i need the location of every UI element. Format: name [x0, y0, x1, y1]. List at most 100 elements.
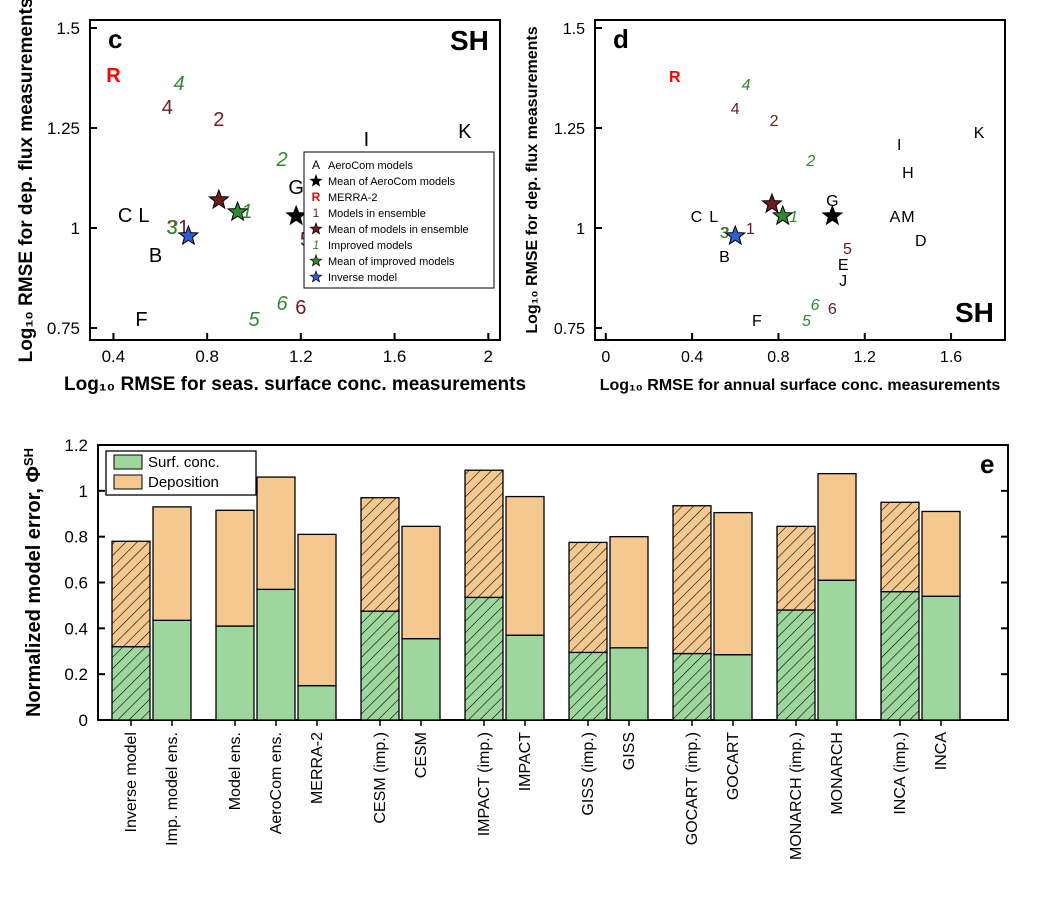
bar-dep — [818, 474, 856, 581]
ensemble-model-point: 2 — [213, 109, 224, 131]
bar-dep — [610, 537, 648, 648]
bar-category-label: Imp. model ens. — [164, 732, 181, 846]
bar-category-label: MONARCH — [829, 732, 846, 815]
bar-surf — [610, 648, 648, 720]
improved-model-point: 3 — [166, 217, 177, 239]
bar-category-label: GOCART (imp.) — [684, 732, 701, 845]
mean-star — [287, 206, 306, 224]
ensemble-model-point: 1 — [746, 221, 755, 238]
ensemble-model-point: 6 — [828, 301, 837, 318]
svg-text:1.6: 1.6 — [940, 349, 962, 366]
bar-dep — [465, 470, 503, 597]
figure-svg: 0.4 0.8 1.2 1.6 2 0.75 1 1.25 1.5 Log₁₀ RMSE for … — [0, 0, 1050, 914]
bar-dep — [922, 511, 960, 596]
svg-text:0.4: 0.4 — [102, 347, 126, 366]
bar-category-label: IMPACT (imp.) — [476, 732, 493, 836]
svg-text:0.75: 0.75 — [554, 321, 585, 338]
ensemble-model-point: 2 — [770, 113, 779, 130]
svg-text:1: 1 — [576, 221, 585, 238]
bar-category-label: MONARCH (imp.) — [788, 732, 805, 860]
svg-text:1: 1 — [313, 206, 320, 220]
bar-category-label: GOCART — [725, 732, 742, 800]
svg-text:A: A — [312, 158, 320, 172]
svg-text:1.25: 1.25 — [554, 121, 585, 138]
svg-text:0.8: 0.8 — [195, 347, 219, 366]
svg-text:0.4: 0.4 — [64, 619, 88, 638]
aerocom-model-point: A — [890, 209, 901, 226]
bar-dep — [257, 477, 295, 589]
bar-category-label: CESM — [413, 732, 430, 778]
aerocom-model-point: B — [149, 245, 162, 267]
bar-dep — [881, 502, 919, 591]
svg-text:1.5: 1.5 — [56, 19, 80, 38]
aerocom-model-point: L — [709, 209, 718, 226]
improved-model-point: 6 — [811, 297, 820, 314]
improved-model-point: 2 — [276, 149, 288, 171]
svg-text:MERRA-2: MERRA-2 — [328, 192, 378, 204]
mean-star — [209, 190, 228, 208]
bar-dep — [673, 506, 711, 654]
svg-text:Deposition: Deposition — [148, 474, 219, 491]
ensemble-model-point: 5 — [843, 241, 852, 258]
ensemble-model-point: 4 — [731, 101, 740, 118]
svg-text:Normalized model error, ΦSH: Normalized model error, ΦSH — [21, 448, 46, 717]
bar-dep — [112, 541, 150, 646]
svg-text:1: 1 — [79, 482, 88, 501]
bar-surf — [402, 639, 440, 720]
bar-surf — [569, 652, 607, 720]
improved-model-point: 4 — [173, 73, 184, 95]
bar-dep — [714, 513, 752, 655]
bar-surf — [818, 580, 856, 720]
bar-category-label: INCA — [933, 732, 950, 771]
svg-text:Mean of improved models: Mean of improved models — [328, 256, 455, 268]
svg-text:0: 0 — [601, 349, 610, 366]
bar-surf — [112, 647, 150, 720]
aerocom-model-point: E — [838, 257, 849, 274]
bar-chart: 00.20.40.60.811.2Normalized model error,… — [21, 436, 1009, 860]
bar-category-label: Inverse model — [123, 732, 140, 833]
bar-category-label: MERRA-2 — [309, 732, 326, 804]
bar-dep — [216, 510, 254, 626]
improved-model-point: 4 — [742, 77, 751, 94]
svg-text:0.75: 0.75 — [47, 319, 80, 338]
svg-text:1.6: 1.6 — [383, 347, 407, 366]
svg-text:Log₁₀ RMSE for dep. flux measu: Log₁₀ RMSE for dep. flux measurements — [524, 26, 541, 333]
aerocom-model-point: M — [901, 209, 914, 226]
aerocom-model-point: J — [839, 273, 847, 290]
bar-surf — [506, 635, 544, 720]
svg-text:0: 0 — [79, 711, 88, 730]
svg-text:R: R — [312, 190, 321, 204]
svg-text:Inverse model: Inverse model — [328, 272, 397, 284]
bar-category-label: IMPACT — [517, 732, 534, 791]
ensemble-model-point: 4 — [162, 97, 173, 119]
improved-model-point: 6 — [277, 293, 289, 315]
bar-surf — [257, 589, 295, 720]
aerocom-model-point: K — [458, 121, 472, 143]
svg-text:Log₁₀ RMSE for seas. surface c: Log₁₀ RMSE for seas. surface conc. measu… — [64, 374, 526, 395]
bar-surf — [714, 655, 752, 720]
bar-category-label: AeroCom ens. — [268, 732, 285, 834]
svg-text:1.2: 1.2 — [854, 349, 876, 366]
bar-dep — [569, 542, 607, 652]
bar-dep — [506, 497, 544, 636]
svg-text:Improved models: Improved models — [328, 240, 413, 252]
bar-surf — [153, 620, 191, 720]
svg-text:Log₁₀ RMSE for dep. flux measu: Log₁₀ RMSE for dep. flux measurements — [16, 0, 37, 362]
bar-dep — [361, 498, 399, 611]
mean-star — [762, 194, 781, 212]
aerocom-model-point: F — [752, 313, 762, 330]
aerocom-model-point: I — [364, 129, 370, 151]
svg-text:Mean of AeroCom models: Mean of AeroCom models — [328, 176, 456, 188]
bar-dep — [777, 526, 815, 610]
svg-text:0.8: 0.8 — [64, 528, 88, 547]
bar-dep — [153, 507, 191, 620]
ensemble-model-point: 6 — [295, 297, 306, 319]
improved-model-point: 5 — [248, 309, 260, 331]
improved-model-point: 1 — [789, 209, 798, 226]
svg-text:0.8: 0.8 — [767, 349, 789, 366]
bar-surf — [777, 610, 815, 720]
svg-text:AeroCom models: AeroCom models — [328, 160, 413, 172]
scatter-panel: 0.40.81.21.620.7511.251.5Log₁₀ RMSE for … — [16, 0, 526, 395]
svg-text:2: 2 — [484, 347, 493, 366]
aerocom-model-point: L — [138, 205, 149, 227]
